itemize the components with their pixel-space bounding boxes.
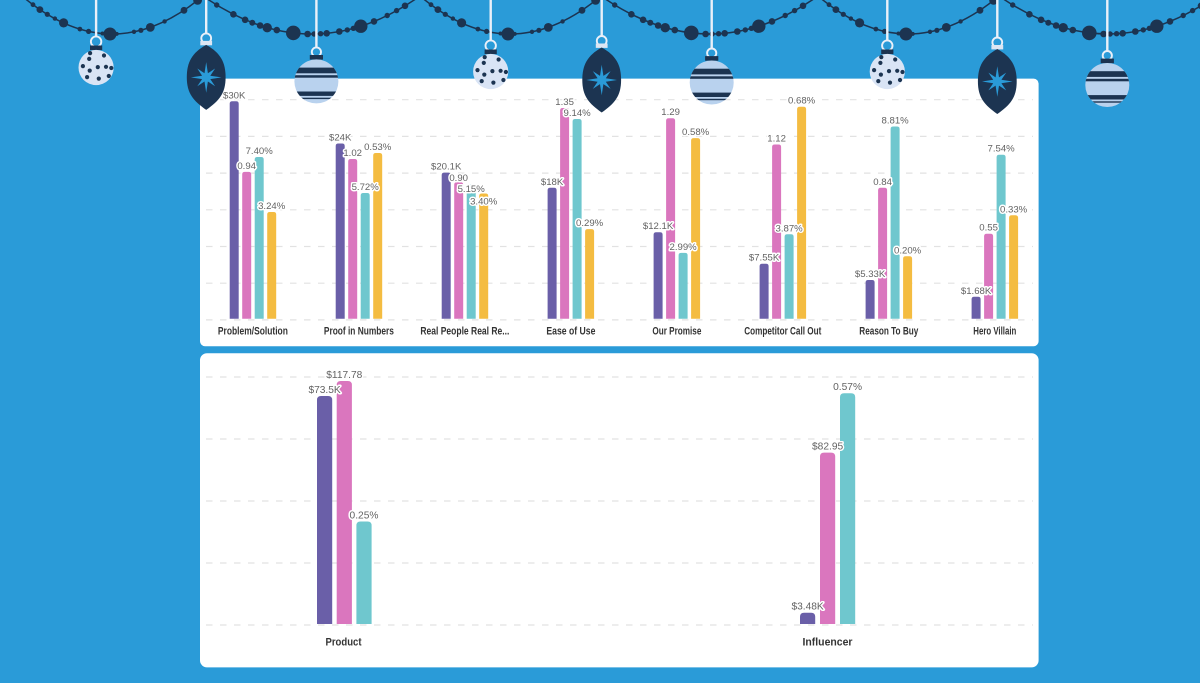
- svg-text:3.87%: 3.87%: [775, 223, 803, 234]
- svg-text:7.54%: 7.54%: [987, 144, 1015, 155]
- svg-text:0.55: 0.55: [979, 223, 998, 234]
- svg-text:0.58%: 0.58%: [682, 127, 710, 138]
- svg-text:$82.95: $82.95: [812, 441, 843, 452]
- svg-text:2.99%: 2.99%: [669, 242, 697, 253]
- svg-text:0.25%: 0.25%: [350, 510, 379, 521]
- svg-text:$24K: $24K: [329, 133, 352, 144]
- svg-text:Competitor Call Out: Competitor Call Out: [744, 326, 821, 338]
- svg-text:0.20%: 0.20%: [894, 245, 922, 256]
- svg-text:9.14%: 9.14%: [563, 108, 591, 119]
- svg-text:Hero Villain: Hero Villain: [973, 326, 1016, 338]
- svg-text:0.90: 0.90: [449, 173, 468, 184]
- svg-text:Real People Real Re...: Real People Real Re...: [420, 326, 509, 338]
- svg-text:$1.68K: $1.68K: [961, 286, 992, 297]
- svg-text:$117.78: $117.78: [326, 370, 362, 381]
- svg-text:Influencer: Influencer: [803, 637, 854, 649]
- svg-text:7.40%: 7.40%: [246, 146, 274, 157]
- svg-text:5.72%: 5.72%: [352, 182, 380, 193]
- svg-text:1.35: 1.35: [555, 97, 574, 108]
- svg-text:3.40%: 3.40%: [470, 197, 498, 208]
- svg-text:0.94: 0.94: [237, 161, 256, 172]
- svg-text:$20.1K: $20.1K: [431, 162, 462, 173]
- svg-text:1.02: 1.02: [343, 148, 362, 159]
- svg-text:$73.5K: $73.5K: [308, 385, 340, 396]
- svg-text:Proof in Numbers: Proof in Numbers: [324, 326, 394, 338]
- svg-text:8.81%: 8.81%: [881, 116, 909, 127]
- svg-text:$7.55K: $7.55K: [749, 253, 780, 264]
- svg-text:Problem/Solution: Problem/Solution: [218, 326, 288, 338]
- svg-text:0.68%: 0.68%: [788, 96, 816, 107]
- svg-text:$3.48K: $3.48K: [791, 602, 823, 613]
- svg-text:0.57%: 0.57%: [833, 382, 862, 393]
- svg-text:$18K: $18K: [541, 177, 564, 188]
- svg-text:1.29: 1.29: [661, 107, 680, 118]
- svg-text:$12.1K: $12.1K: [643, 221, 674, 232]
- svg-text:1.12: 1.12: [767, 134, 786, 145]
- svg-text:Our Promise: Our Promise: [652, 326, 701, 338]
- svg-text:Product: Product: [326, 637, 362, 649]
- svg-text:Reason To Buy: Reason To Buy: [859, 326, 918, 338]
- svg-text:$30K: $30K: [223, 90, 246, 101]
- svg-text:0.29%: 0.29%: [576, 218, 604, 229]
- svg-text:0.84: 0.84: [873, 177, 892, 188]
- svg-text:0.53%: 0.53%: [364, 142, 392, 153]
- svg-text:$5.33K: $5.33K: [855, 269, 886, 280]
- svg-text:3.24%: 3.24%: [258, 201, 286, 212]
- svg-text:Ease of Use: Ease of Use: [546, 326, 595, 338]
- svg-text:0.33%: 0.33%: [1000, 204, 1028, 215]
- svg-text:5.15%: 5.15%: [458, 184, 486, 195]
